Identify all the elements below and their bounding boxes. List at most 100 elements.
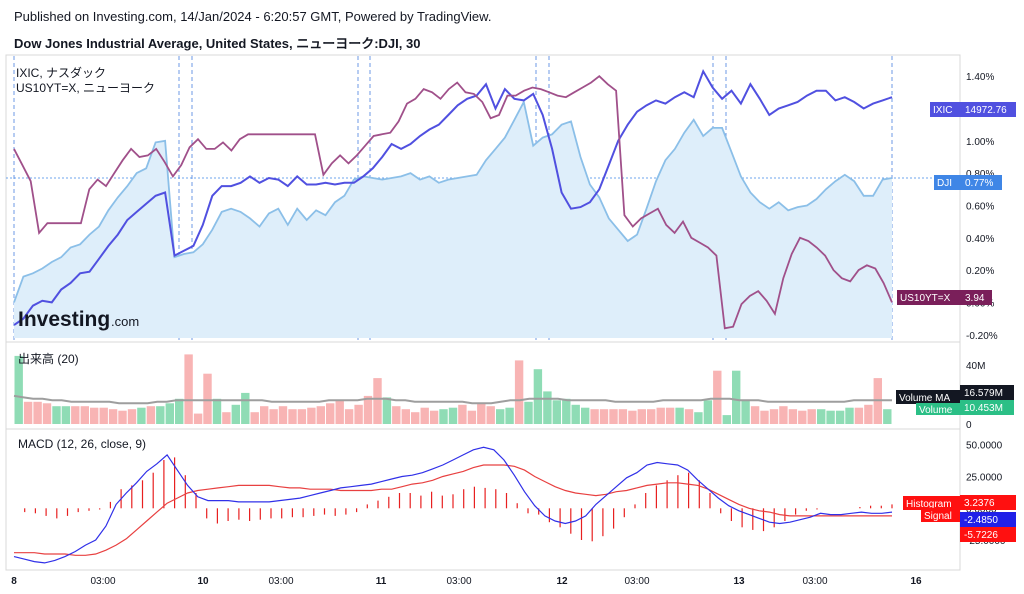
volume-bar (609, 409, 618, 424)
volume-bar (99, 407, 108, 424)
x-tick: 03:00 (268, 576, 293, 587)
badge-volume-ma-value: 16.579M (964, 388, 1003, 399)
volume-bar (165, 403, 174, 424)
badge-volume-value: 10.453M (964, 403, 1003, 414)
volume-bar (722, 415, 731, 424)
volume-tick: 0 (966, 420, 972, 431)
volume-bar (665, 407, 675, 424)
volume-bar (618, 409, 628, 424)
volume-bar (52, 406, 61, 424)
volume-bar (732, 370, 741, 424)
series-line-ixic (13, 68, 893, 326)
badge-dji-label: DJI (937, 178, 952, 189)
volume-bar (344, 409, 354, 424)
volume-bar (788, 409, 798, 424)
volume-bar (684, 409, 694, 424)
volume-bar (798, 410, 807, 424)
volume-bar (212, 398, 222, 424)
x-tick: 12 (556, 576, 568, 587)
x-tick: 13 (733, 576, 745, 587)
volume-bar (269, 409, 278, 424)
macd-pane (5, 428, 961, 571)
volume-title: 出来高 (20) (18, 351, 79, 366)
investing-logo: Investing .com (18, 308, 139, 331)
badge-volume-label: Volume (919, 405, 953, 416)
volume-bar (864, 404, 873, 424)
volume-bar (156, 406, 165, 424)
volume-bar (769, 409, 779, 424)
volume-bar (817, 409, 826, 424)
badge-volume-ma: Volume MA 16.579M (896, 385, 1014, 404)
price-tick: 0.60% (966, 201, 994, 212)
volume-bar (477, 403, 486, 424)
volume-bar (363, 395, 373, 424)
volume-bar (382, 397, 392, 424)
volume-bar (326, 403, 335, 424)
price-tick: 0.40% (966, 234, 994, 245)
volume-bar (750, 406, 760, 424)
volume-bar (779, 406, 788, 424)
volume-bar (71, 406, 80, 424)
series-line-us10ytx (13, 75, 893, 330)
volume-bar (373, 378, 382, 424)
volume-ma-line (13, 394, 892, 405)
volume-plot (13, 354, 892, 424)
volume-bar (127, 409, 137, 424)
volume-bar (61, 406, 71, 424)
badge-us10y-label: US10YT=X (900, 293, 951, 304)
x-tick: 03:00 (802, 576, 827, 587)
volume-bar (571, 404, 580, 424)
volume-bar (467, 410, 477, 424)
volume-bar (42, 403, 52, 424)
legend-ixic: IXIC, ナスダック (16, 65, 106, 80)
volume-bar (562, 398, 571, 424)
volume-bar (392, 406, 401, 424)
volume-bar (316, 406, 325, 424)
badge-signal-label: Signal (924, 511, 952, 522)
macd-title: MACD (12, 26, close, 9) (18, 437, 146, 451)
volume-bar (354, 404, 363, 424)
volume-bar (543, 391, 552, 424)
price-tick: 1.40% (966, 72, 994, 83)
volume-bar (193, 413, 203, 424)
volume-bar (14, 355, 23, 424)
volume-bar (514, 360, 524, 424)
chart-title: Dow Jones Industrial Average, United Sta… (14, 36, 421, 51)
volume-bar (420, 407, 429, 424)
volume-bar (496, 409, 505, 424)
volume-bar (552, 400, 561, 424)
volume-bar (835, 410, 845, 424)
volume-bar (505, 407, 514, 424)
x-tick: 16 (910, 576, 922, 587)
volume-bar (175, 398, 184, 424)
volume-bar (33, 401, 42, 424)
volume-bar (231, 404, 240, 424)
x-tick: 03:00 (446, 576, 471, 587)
volume-bar (524, 401, 533, 424)
x-tick: 03:00 (90, 576, 115, 587)
volume-bar (675, 407, 684, 424)
volume-bar (807, 409, 816, 424)
volume-bar (760, 410, 769, 424)
x-tick: 10 (197, 576, 209, 587)
badge-volume-ma-label: Volume MA (899, 393, 950, 404)
macd-plot (13, 446, 893, 564)
volume-bar (335, 400, 344, 424)
price-tick: 1.00% (966, 137, 994, 148)
macd-line (13, 446, 893, 564)
volume-bar (241, 392, 250, 424)
badge-dji: DJI 0.77% (934, 175, 1002, 190)
volume-bar (260, 406, 269, 424)
badge-ixic: IXIC 14972.76 (930, 102, 1016, 117)
volume-bar (458, 404, 467, 424)
volume-bar (694, 412, 703, 424)
badge-ixic-value: 14972.76 (965, 105, 1007, 116)
badge-macd-group: Histogram 3.2376 Signal -2.4850 -5.7226 (903, 495, 1016, 542)
volume-bar (826, 410, 835, 424)
volume-bar (741, 400, 750, 424)
signal-line (14, 464, 892, 556)
volume-bar (222, 412, 231, 424)
legend-us10y: US10YT=X, ニューヨーク (16, 81, 155, 95)
badge-macd-value: -2.4850 (964, 515, 998, 526)
volume-bar (118, 410, 127, 424)
